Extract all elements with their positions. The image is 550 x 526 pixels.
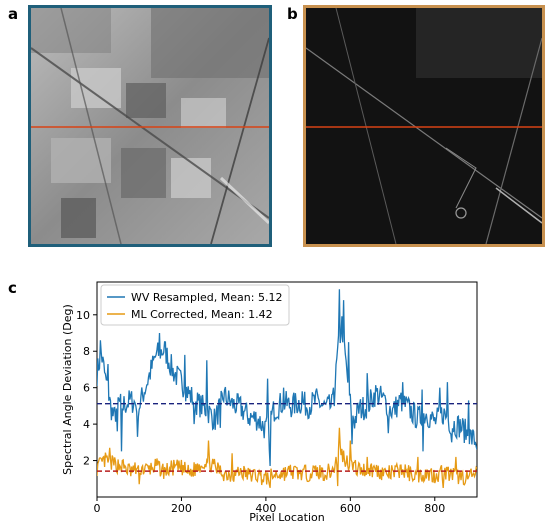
- x-axis-label: Pixel Location: [249, 511, 324, 524]
- aerial-image: [31, 8, 269, 244]
- aerial-image-panel: [28, 5, 272, 247]
- panel-label-a: a: [8, 5, 19, 23]
- legend-entry: ML Corrected, Mean: 1.42: [131, 308, 273, 321]
- legend-box: [100, 284, 290, 326]
- x-tick-label: 200: [171, 502, 192, 515]
- y-tick-label: 8: [83, 345, 90, 358]
- x-tick-label: 800: [424, 502, 445, 515]
- plot-frame: [96, 281, 478, 498]
- panel-label-c: c: [8, 279, 17, 297]
- panel-label-b: b: [287, 5, 298, 23]
- x-tick-label: 600: [340, 502, 361, 515]
- y-tick-label: 6: [83, 382, 90, 395]
- x-tick-label: 400: [255, 502, 276, 515]
- x-tick-label: 0: [94, 502, 101, 515]
- legend-entry: WV Resampled, Mean: 5.12: [131, 291, 282, 304]
- y-tick-label: 2: [83, 455, 90, 468]
- y-tick-label: 10: [76, 309, 90, 322]
- y-axis-label: Spectral Angle Deviation (Deg): [61, 304, 74, 475]
- series-line-ml-corrected: [97, 427, 477, 489]
- series-line-wv-resampled: [97, 289, 477, 467]
- y-tick-label: 4: [83, 418, 90, 431]
- deviation-map: [306, 8, 542, 244]
- deviation-map-panel: [303, 5, 545, 247]
